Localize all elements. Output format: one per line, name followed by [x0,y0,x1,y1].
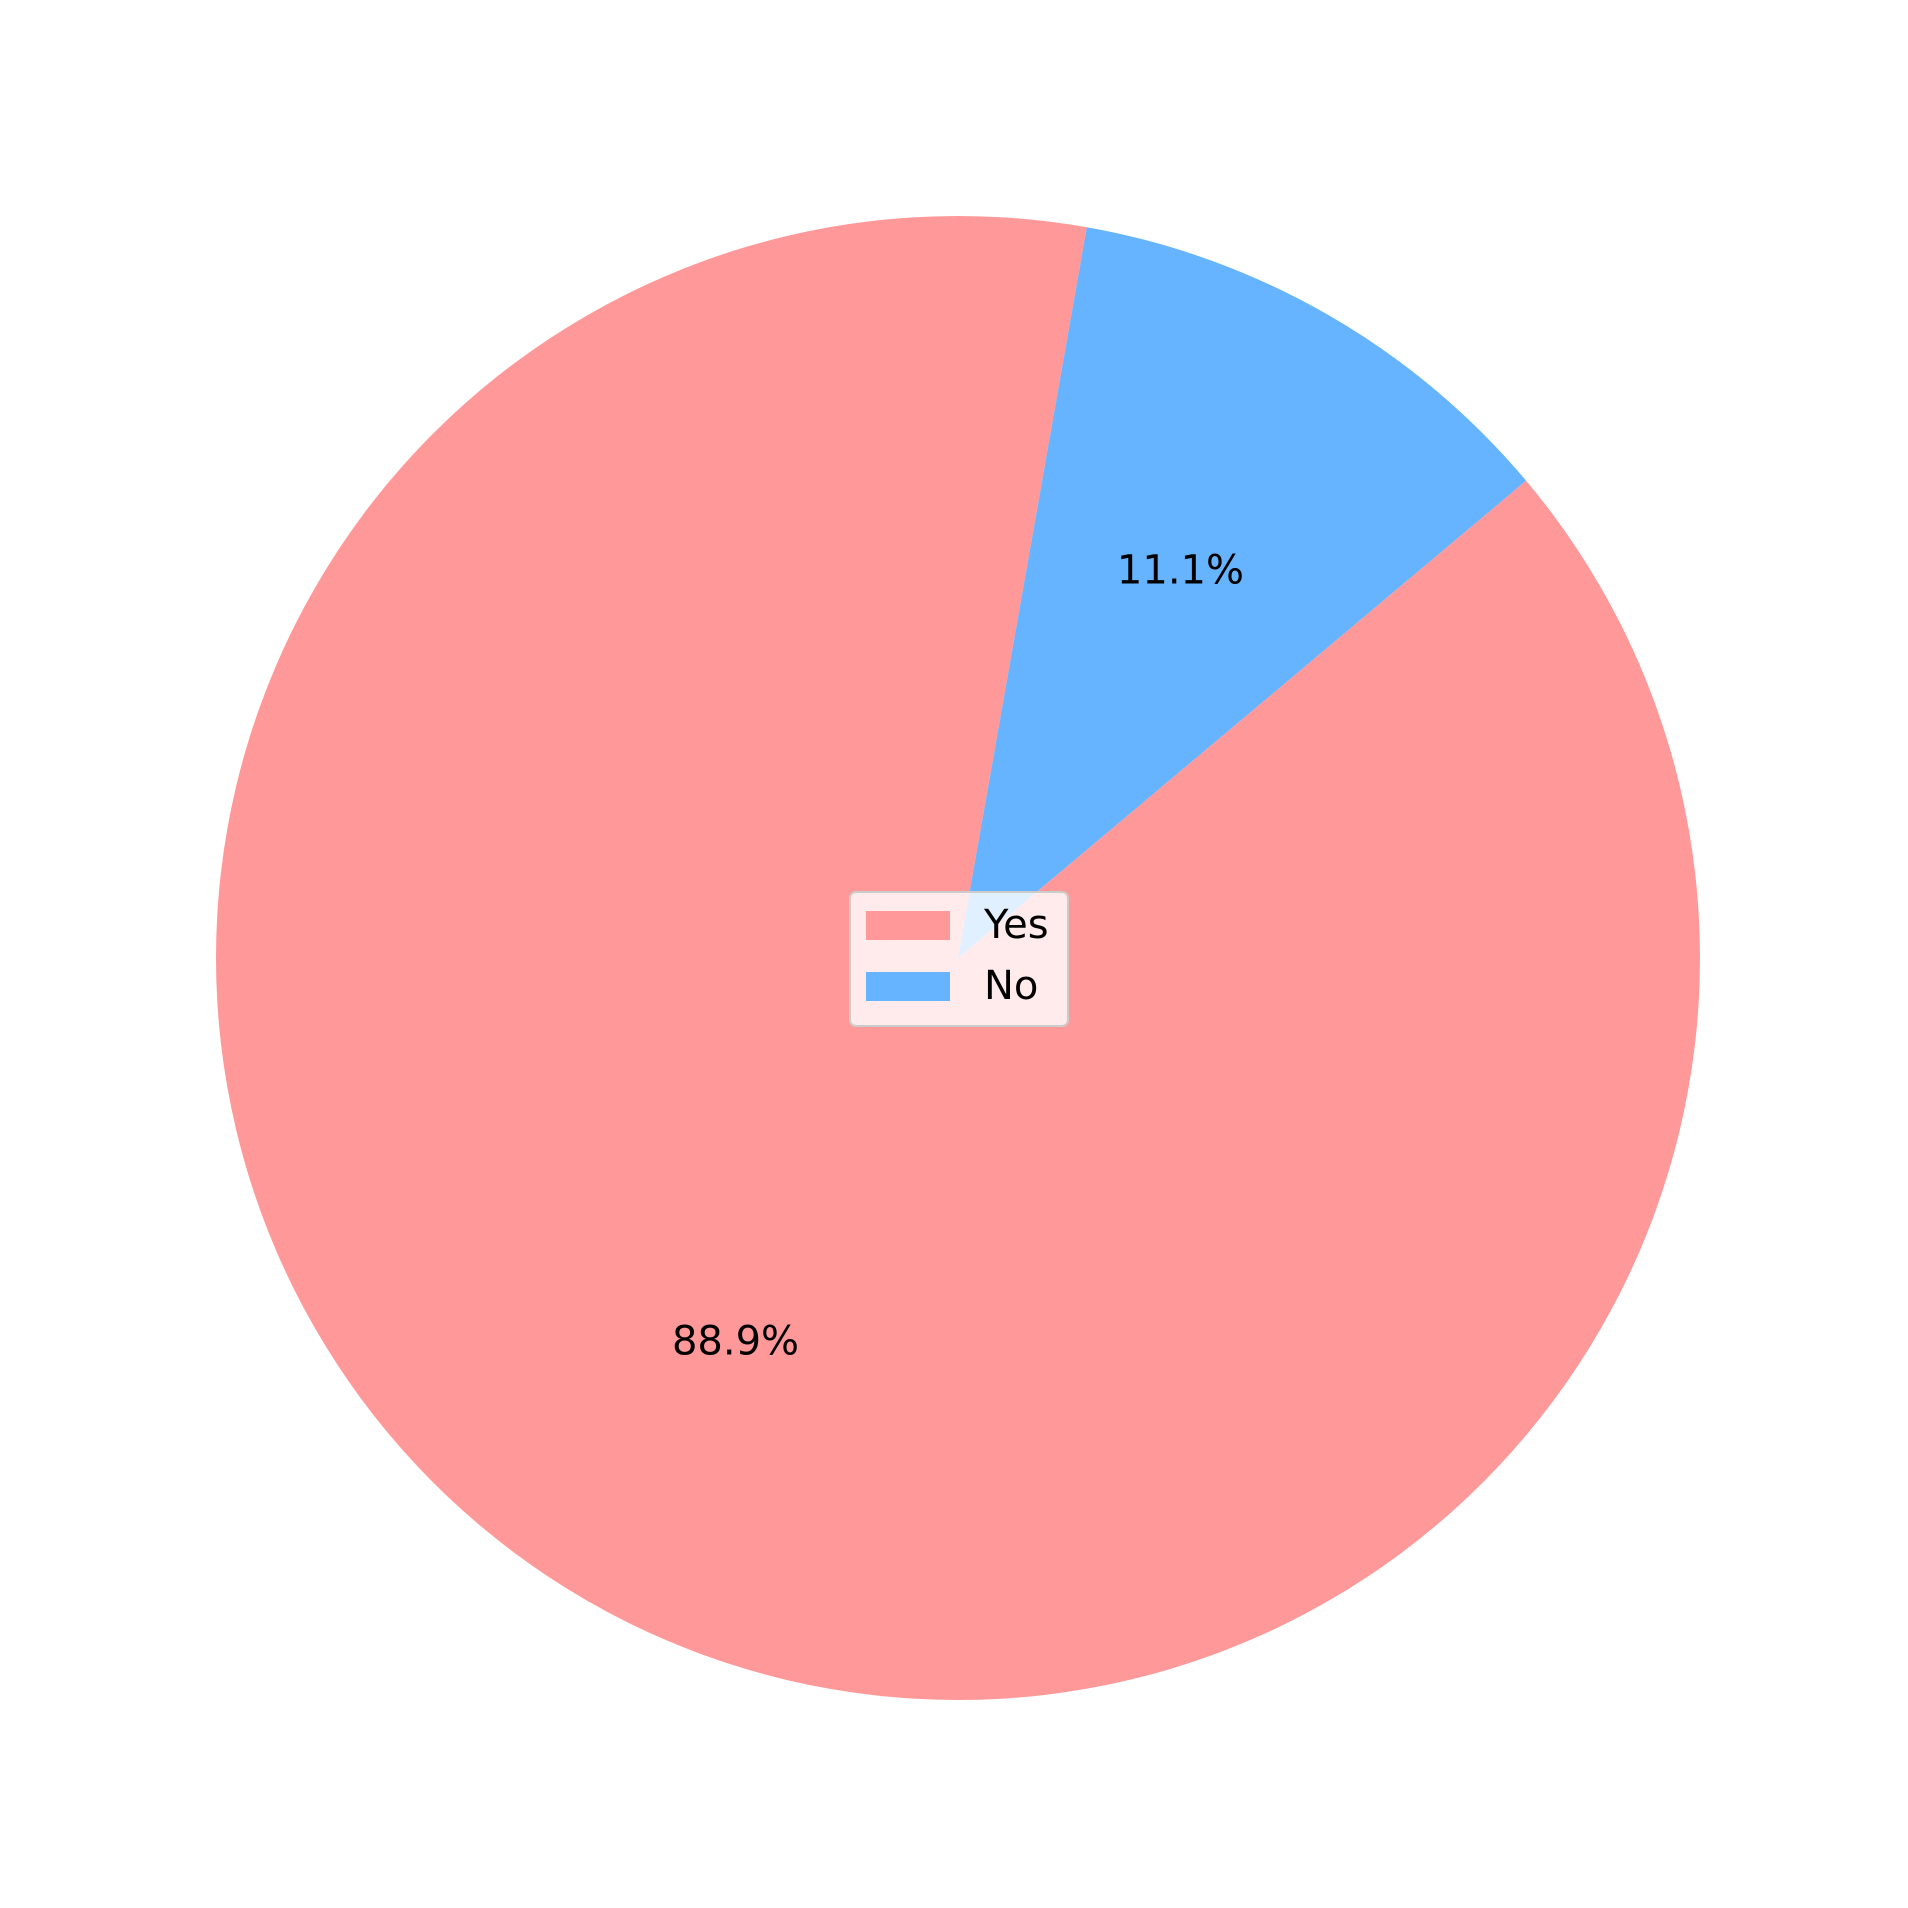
pie-label-no: 11.1% [1117,547,1244,593]
legend-swatch-yes [866,911,950,940]
legend-swatch-no [866,972,950,1001]
pie-label-yes: 88.9% [672,1319,799,1365]
legend: Yes No [849,891,1069,1027]
legend-label-yes: Yes [983,902,1049,948]
pie-slice-no [958,227,1527,958]
legend-label-no: No [984,963,1038,1009]
pie-labels: 88.9% 11.1% [672,547,1244,1364]
